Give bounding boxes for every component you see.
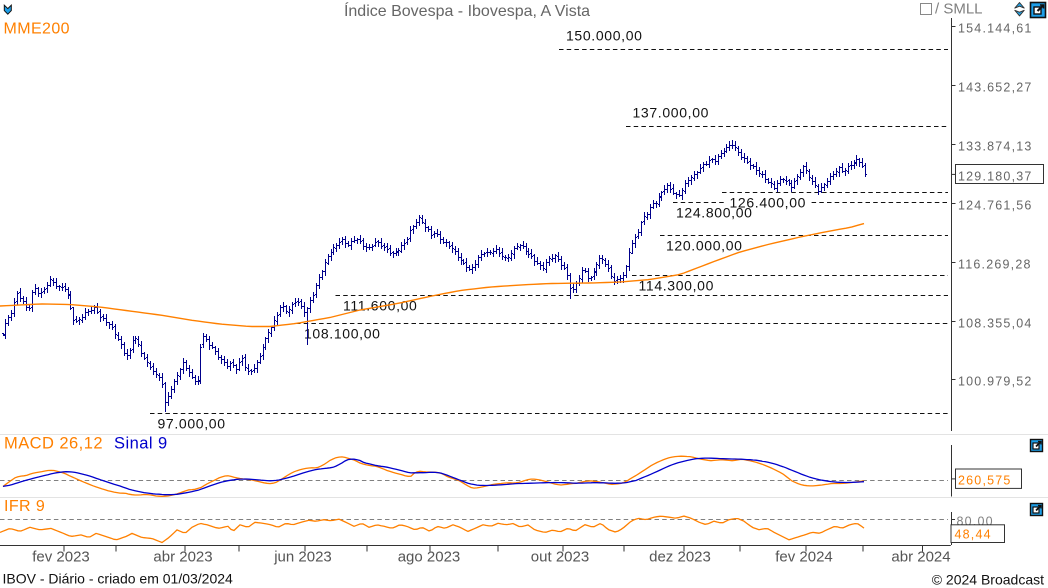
svg-text:108.355,04: 108.355,04: [958, 317, 1033, 331]
svg-text:120.000,00: 120.000,00: [666, 238, 743, 254]
svg-text:137.000,00: 137.000,00: [633, 105, 710, 121]
svg-text:129.180,37: 129.180,37: [958, 169, 1033, 183]
svg-text:97.000,00: 97.000,00: [158, 416, 226, 432]
svg-text:260,575: 260,575: [958, 474, 1012, 488]
svg-text:133.874,13: 133.874,13: [958, 140, 1033, 154]
svg-text:ago 2023: ago 2023: [398, 549, 461, 566]
svg-text:MACD 26,12: MACD 26,12: [4, 435, 103, 453]
svg-text:108.100,00: 108.100,00: [304, 326, 381, 342]
svg-text:fev 2023: fev 2023: [32, 549, 90, 566]
svg-text:124.761,56: 124.761,56: [958, 199, 1033, 213]
svg-text:143.652,27: 143.652,27: [958, 81, 1033, 95]
svg-text:Sinal 9: Sinal 9: [114, 435, 168, 453]
svg-text:150.000,00: 150.000,00: [566, 28, 643, 44]
svg-text:© 2024 Broadcast: © 2024 Broadcast: [932, 572, 1044, 588]
svg-text:154.144,61: 154.144,61: [958, 22, 1033, 36]
svg-text:Índice Bovespa - Ibovespa, A V: Índice Bovespa - Ibovespa, A Vista: [344, 1, 590, 20]
svg-text:MME200: MME200: [4, 21, 70, 38]
svg-text:IBOV - Diário - criado em 01/0: IBOV - Diário - criado em 01/03/2024: [3, 571, 234, 587]
svg-text:fev 2024: fev 2024: [775, 549, 833, 566]
svg-text:/ SMLL: / SMLL: [935, 1, 983, 18]
svg-text:116.269,28: 116.269,28: [958, 258, 1032, 272]
svg-text:IFR 9: IFR 9: [4, 498, 45, 515]
svg-text:abr 2024: abr 2024: [891, 549, 950, 566]
svg-text:48,44: 48,44: [955, 528, 992, 542]
svg-text:abr 2023: abr 2023: [153, 549, 212, 566]
svg-text:126.400,00: 126.400,00: [730, 195, 807, 211]
svg-text:dez 2023: dez 2023: [649, 549, 711, 566]
svg-text:jun 2023: jun 2023: [273, 549, 332, 566]
svg-text:100.979,52: 100.979,52: [958, 375, 1033, 389]
svg-text:out 2023: out 2023: [531, 549, 589, 566]
svg-text:124.800,00: 124.800,00: [676, 205, 753, 221]
svg-text:114.300,00: 114.300,00: [639, 278, 715, 294]
